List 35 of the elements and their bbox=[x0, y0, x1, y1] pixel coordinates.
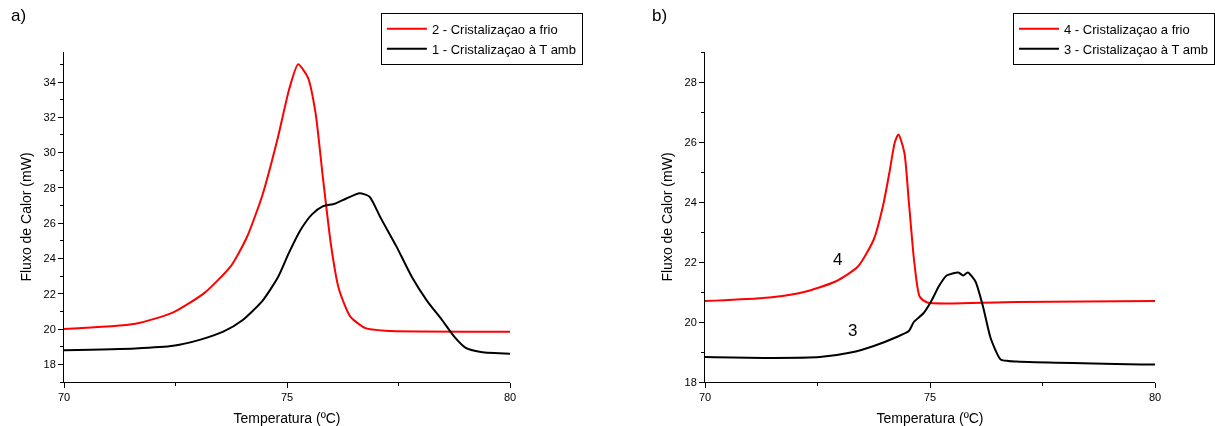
y-tick-label: 20 bbox=[684, 315, 697, 328]
legend-label: 1 - Cristalizaçao à T amb bbox=[431, 41, 576, 57]
line-series bbox=[64, 63, 510, 333]
y-tick-label: 18 bbox=[684, 375, 697, 388]
text: a) bbox=[11, 6, 27, 25]
legend-label: 2 - Cristalizaçao a frio bbox=[431, 21, 558, 37]
y-tick-label: 26 bbox=[684, 135, 697, 148]
y-axis-title: Fluxo de Calor (mW) bbox=[18, 152, 35, 282]
y-tick-label: 28 bbox=[43, 181, 56, 194]
x-tick-label: 80 bbox=[503, 391, 517, 404]
y-tick-label: 18 bbox=[43, 358, 56, 371]
x-tick-label: 75 bbox=[923, 391, 937, 404]
legend-label: 3 - Cristalizaçao à T amb bbox=[1064, 41, 1209, 57]
y-tick-label: 24 bbox=[684, 195, 697, 208]
y-tick-label: 22 bbox=[43, 287, 56, 300]
y-tick-label: 24 bbox=[43, 252, 56, 265]
y-tick-label: 30 bbox=[43, 146, 56, 159]
x-axis-title: Temperatura (ºC) bbox=[876, 410, 984, 426]
y-tick-label: 26 bbox=[43, 217, 56, 230]
line-series bbox=[705, 133, 1155, 305]
x-axis-title: Temperatura (ºC) bbox=[233, 410, 341, 426]
y-tick-label: 22 bbox=[684, 255, 697, 268]
x-tick-label: 80 bbox=[1148, 391, 1162, 404]
annotation: 3 bbox=[848, 321, 858, 340]
x-tick-label: 70 bbox=[57, 391, 71, 404]
annotation: 4 bbox=[833, 250, 843, 269]
x-tick-label: 75 bbox=[280, 391, 294, 404]
y-tick-label: 32 bbox=[43, 111, 56, 124]
y-tick-label: 34 bbox=[43, 75, 56, 88]
y-tick-label: 20 bbox=[43, 322, 56, 335]
y-tick-label: 28 bbox=[684, 75, 697, 88]
x-tick-label: 70 bbox=[698, 391, 712, 404]
legend-label: 4 - Cristalizaçao a frio bbox=[1064, 21, 1190, 37]
text: b) bbox=[652, 6, 668, 25]
y-axis-title: Fluxo de Calor (mW) bbox=[659, 152, 676, 282]
